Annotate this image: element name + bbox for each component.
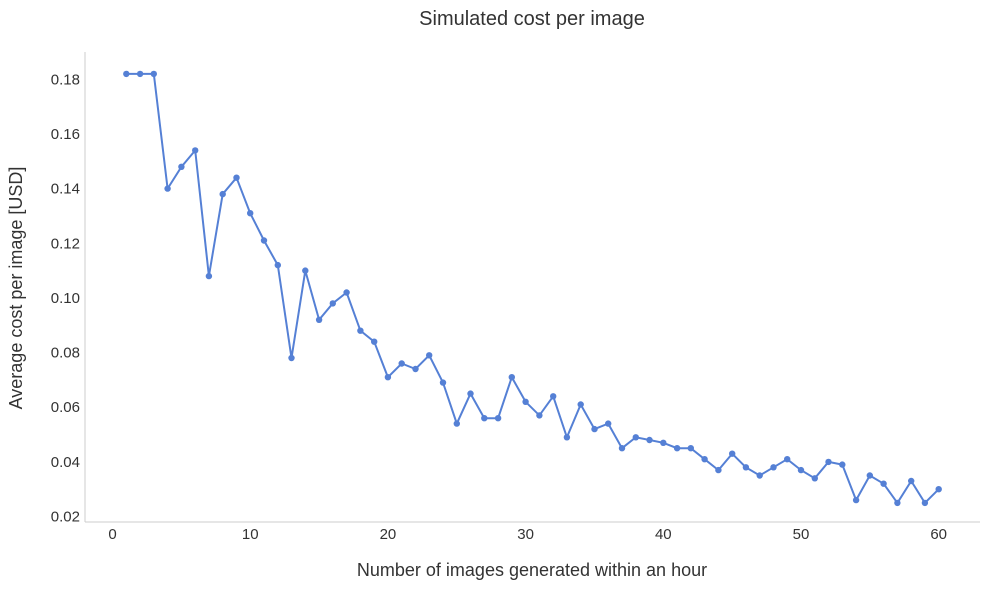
x-tick-label: 40 bbox=[655, 526, 672, 543]
data-point bbox=[673, 445, 681, 452]
data-point bbox=[550, 393, 557, 400]
data-point bbox=[343, 289, 350, 296]
x-axis-label: Number of images generated within an hou… bbox=[357, 560, 707, 580]
data-point bbox=[605, 420, 612, 427]
data-point bbox=[247, 210, 254, 217]
series-points bbox=[123, 70, 942, 507]
data-point bbox=[839, 461, 846, 468]
data-point bbox=[302, 267, 309, 274]
y-tick-label: 0.16 bbox=[51, 126, 80, 143]
data-point bbox=[618, 445, 626, 452]
y-tick-label: 0.04 bbox=[51, 454, 80, 471]
data-point bbox=[164, 185, 171, 192]
data-point bbox=[577, 401, 584, 408]
series-line bbox=[126, 72, 940, 505]
data-point bbox=[784, 456, 791, 463]
x-tick-label: 60 bbox=[930, 526, 947, 543]
data-point bbox=[384, 374, 392, 381]
data-point bbox=[894, 499, 901, 507]
data-point bbox=[811, 475, 818, 482]
y-axis-label: Average cost per image [USD] bbox=[6, 167, 26, 410]
data-point bbox=[756, 472, 763, 479]
data-point bbox=[315, 316, 323, 323]
y-tick-label: 0.12 bbox=[51, 235, 80, 252]
data-point bbox=[770, 464, 777, 471]
y-tick-labels: 0.02 0.04 0.06 0.08 0.10 0.12 0.14 0.16 0.18 bbox=[51, 71, 80, 525]
data-point bbox=[715, 466, 722, 474]
data-point bbox=[178, 163, 185, 170]
data-point bbox=[329, 300, 336, 307]
data-point bbox=[797, 466, 805, 474]
data-point bbox=[563, 434, 571, 441]
data-point bbox=[908, 477, 915, 485]
data-point bbox=[825, 458, 832, 466]
x-tick-label: 10 bbox=[242, 526, 259, 543]
data-point bbox=[123, 70, 130, 78]
data-point bbox=[880, 480, 887, 487]
data-point bbox=[288, 354, 295, 362]
x-tick-label: 20 bbox=[380, 526, 397, 543]
data-point bbox=[852, 496, 860, 504]
data-point bbox=[412, 365, 419, 373]
data-point bbox=[742, 464, 750, 471]
data-point bbox=[150, 70, 157, 78]
data-point bbox=[508, 374, 515, 381]
y-tick-label: 0.18 bbox=[51, 71, 80, 88]
data-point bbox=[522, 398, 529, 405]
data-point bbox=[274, 261, 281, 269]
data-point bbox=[481, 415, 488, 422]
data-point bbox=[398, 360, 405, 367]
y-tick-label: 0.02 bbox=[51, 509, 80, 526]
data-point bbox=[935, 486, 942, 493]
data-point bbox=[921, 499, 929, 507]
data-point bbox=[687, 445, 694, 452]
data-point bbox=[632, 434, 639, 441]
y-tick-label: 0.14 bbox=[51, 181, 80, 198]
data-point bbox=[426, 352, 433, 359]
data-point bbox=[646, 436, 653, 444]
data-point bbox=[729, 450, 736, 457]
data-point bbox=[260, 237, 268, 244]
data-point bbox=[136, 70, 144, 78]
data-point bbox=[357, 327, 364, 334]
data-point bbox=[536, 412, 543, 419]
data-point bbox=[467, 390, 474, 397]
data-point bbox=[371, 338, 378, 345]
y-tick-label: 0.10 bbox=[51, 290, 80, 307]
data-point bbox=[453, 420, 460, 427]
chart-title: Simulated cost per image bbox=[419, 8, 645, 30]
data-point bbox=[219, 190, 226, 198]
y-tick-label: 0.06 bbox=[51, 399, 80, 416]
x-tick-label: 0 bbox=[108, 526, 116, 543]
data-point bbox=[233, 174, 240, 181]
data-point bbox=[494, 415, 502, 422]
data-point bbox=[660, 439, 667, 446]
data-point bbox=[439, 379, 447, 386]
x-tick-label: 30 bbox=[517, 526, 534, 543]
data-point bbox=[866, 472, 873, 479]
x-tick-labels: 0 10 20 30 40 50 60 bbox=[108, 526, 947, 543]
y-tick-label: 0.08 bbox=[51, 345, 80, 362]
x-tick-label: 50 bbox=[793, 526, 810, 543]
data-point bbox=[591, 425, 598, 433]
data-point bbox=[701, 456, 708, 463]
data-point bbox=[205, 272, 213, 280]
data-point bbox=[192, 147, 199, 154]
